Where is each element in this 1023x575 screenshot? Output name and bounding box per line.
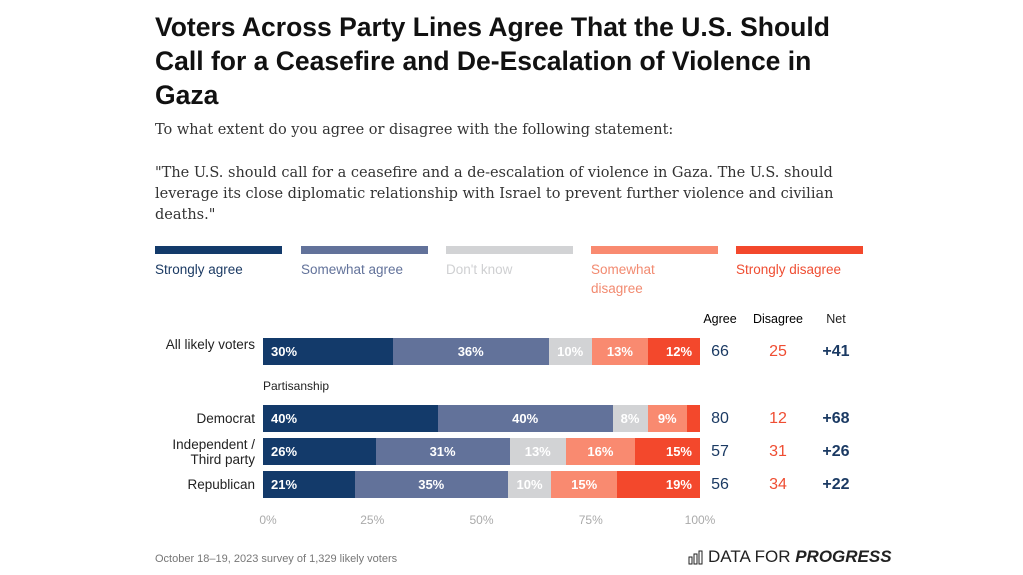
bar-segment-strongly-agree: 40%: [263, 405, 438, 432]
stacked-bar: 30% 36% 10% 13% 12%: [263, 338, 701, 365]
brand-bold: PROGRESS: [795, 547, 892, 566]
agree-value: 66: [711, 343, 729, 360]
bar-value-label: 21%: [271, 477, 298, 492]
legend-label: Strongly agree: [155, 262, 243, 277]
bar-segment-don-t-know: 10%: [507, 471, 552, 498]
bar-value-label: 36%: [457, 344, 484, 359]
chart-subtitle: To what extent do you agree or disagree …: [155, 122, 674, 138]
bar-value-label: 19%: [665, 477, 692, 492]
stacked-bar: 21% 35% 10% 15% 19%: [263, 471, 700, 498]
agree-value: 57: [711, 443, 729, 460]
bar-segment-somewhat-agree: 31%: [375, 438, 510, 465]
x-tick-label: 50%: [469, 513, 494, 527]
legend-swatch: [301, 246, 428, 254]
disagree-value: 31: [769, 443, 787, 460]
bar-value-label: 10%: [557, 344, 584, 359]
disagree-value: 34: [769, 476, 787, 493]
x-tick-label: 75%: [578, 513, 603, 527]
bar-segment-somewhat-disagree: 13%: [591, 338, 649, 365]
bar-segment-somewhat-disagree: 15%: [551, 471, 617, 498]
bar-value-label: 16%: [587, 444, 614, 459]
bar-segment-strongly-agree: 21%: [263, 471, 355, 498]
legend-label: Somewhat agree: [301, 262, 404, 277]
bar-value-label: 12%: [665, 344, 693, 359]
bar-value-label: 8%: [620, 411, 640, 426]
stacked-bar: 40% 40% 8% 9%: [263, 405, 700, 432]
legend-swatch: [155, 246, 282, 254]
bar-chart-logo-icon: [688, 550, 703, 564]
bar-value-label: 15%: [665, 444, 692, 459]
bar-segment-strongly-disagree: 15%: [635, 438, 700, 465]
bar-segment-somewhat-disagree: 16%: [565, 438, 636, 465]
bar-segment-strongly-agree: 30%: [263, 338, 393, 365]
disagree-value: 12: [769, 410, 787, 427]
bar-value-label: 40%: [512, 411, 539, 426]
net-value: +22: [822, 476, 850, 493]
bar-segment-somewhat-agree: 35%: [354, 471, 508, 498]
bar-segment-strongly-disagree: [686, 405, 700, 432]
bar-value-label: 9%: [657, 411, 677, 426]
legend-swatch: [736, 246, 863, 254]
bar-segment-don-t-know: 10%: [548, 338, 592, 365]
bar-value-label: 13%: [606, 344, 633, 359]
bar-value-label: 10%: [516, 477, 543, 492]
bar-value-label: 40%: [271, 411, 298, 426]
agree-value: 56: [711, 476, 729, 493]
row-label: All likely voters: [165, 337, 255, 352]
chart-title: Voters Across Party Lines Agree That the…: [155, 12, 830, 110]
section-label: Partisanship: [263, 379, 330, 393]
legend-swatch: [591, 246, 718, 254]
footer-source: October 18–19, 2023 survey of 1,329 like…: [155, 553, 398, 565]
row-label: Republican: [187, 477, 255, 492]
legend-item: Don't know: [446, 246, 573, 279]
legend-item: Somewhat agree: [301, 246, 428, 279]
net-value: +26: [822, 443, 850, 460]
disagree-value: 25: [769, 343, 787, 360]
stacked-bar: 26% 31% 13% 16% 15%: [263, 438, 700, 465]
bar-segment-somewhat-agree: 36%: [392, 338, 549, 365]
net-value: +41: [822, 343, 850, 360]
x-tick-label: 25%: [360, 513, 385, 527]
bar-value-label: 13%: [524, 444, 551, 459]
legend-item: Strongly disagree: [736, 246, 863, 279]
bar-value-label: 35%: [418, 477, 445, 492]
brand-prefix: DATA FOR: [708, 547, 796, 566]
bar-value-label: 26%: [271, 444, 298, 459]
x-tick-label: 100%: [684, 513, 716, 527]
survey-statement: "The U.S. should call for a ceasefire an…: [155, 165, 834, 223]
bar-segment-somewhat-disagree: 9%: [647, 405, 687, 432]
bar-value-label: 31%: [429, 444, 456, 459]
net-value: +68: [822, 410, 850, 427]
legend-item: Strongly agree: [155, 246, 282, 279]
bar-segment-don-t-know: 8%: [612, 405, 648, 432]
bar-value-label: 30%: [271, 344, 298, 359]
bar-segment-strongly-disagree: 12%: [648, 338, 701, 365]
column-header-net: Net: [826, 312, 846, 326]
row-label: Democrat: [196, 411, 255, 426]
bar-segment-strongly-agree: 26%: [263, 438, 376, 465]
legend-label: Strongly disagree: [736, 262, 842, 277]
column-header-disagree: Disagree: [752, 312, 804, 326]
legend-label: Don't know: [446, 262, 513, 277]
brand-logo: DATA FOR PROGRESS: [688, 547, 892, 567]
legend-label: Somewhat disagree: [591, 262, 655, 296]
legend-item: Somewhat disagree: [591, 246, 718, 298]
bar-segment-somewhat-agree: 40%: [437, 405, 613, 432]
column-header-agree: Agree: [703, 312, 737, 326]
agree-value: 80: [711, 410, 729, 427]
bar-segment-strongly-disagree: 19%: [616, 471, 700, 498]
bar-segment-don-t-know: 13%: [509, 438, 566, 465]
bar-value-label: 15%: [571, 477, 598, 492]
legend-swatch: [446, 246, 573, 254]
x-tick-label: 0%: [259, 513, 277, 527]
row-label: Independent / Third party: [172, 437, 255, 467]
